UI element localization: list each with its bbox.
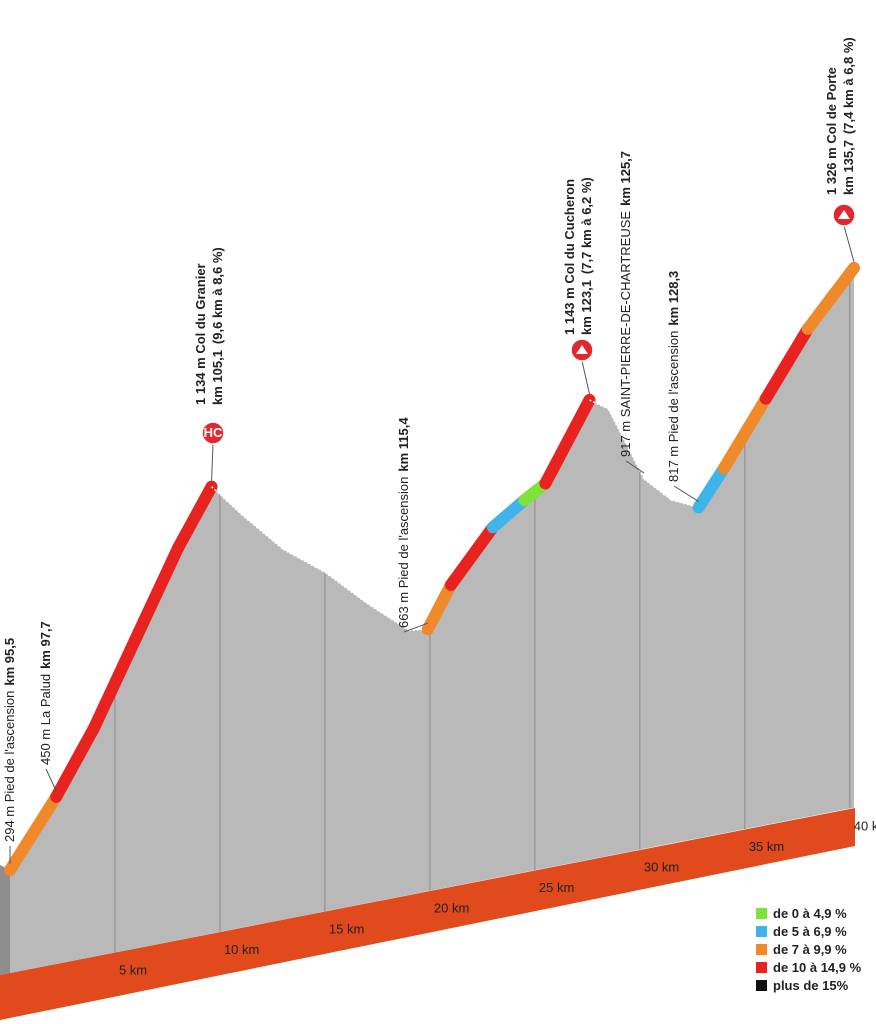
leader-line (625, 460, 645, 474)
left-face (0, 865, 10, 975)
descent-segment (408, 628, 428, 632)
gradient-segment (87, 632, 142, 735)
gradient-segment (4, 790, 63, 876)
annotation-text: km 123,1 (7,7 km à 6,2 %) (579, 177, 594, 335)
gradient-segment (444, 521, 499, 591)
annotation-text: 817 m Pied de l'ascension km 128,3 (666, 271, 681, 482)
x-tick-label: 35 km (749, 839, 784, 854)
gradient-segment (171, 480, 218, 555)
gradient-segment (801, 261, 860, 335)
descent-segment (211, 486, 242, 515)
annotation-text: km 105,1 (9,6 km à 8,6 %) (210, 247, 225, 405)
legend-label: de 7 à 9,9 % (773, 942, 847, 957)
annotation-km: km 125,7 (618, 151, 633, 206)
annotation-name: 1 326 m Col de Porte (824, 67, 839, 195)
gradient-segment (486, 494, 531, 534)
annotation-text: 1 143 m Col du Cucheron (562, 179, 577, 335)
legend-label: de 5 à 6,9 % (773, 924, 847, 939)
leader-line (673, 485, 699, 502)
descent-segment (607, 408, 645, 480)
badge-label: HC (204, 425, 223, 440)
annotation-text: 917 m SAINT-PIERRE-DE-CHARTREUSE km 125,7 (618, 151, 633, 457)
annotation-text: 294 m Pied de l'ascension km 95,5 (2, 638, 17, 842)
annotation-detail: (7,7 km à 6,2 %) (579, 177, 594, 274)
leader-line (843, 225, 855, 263)
annotation-name: 450 m La Palud (38, 674, 53, 765)
legend-swatch (756, 962, 767, 973)
mountain-icon (838, 210, 850, 219)
annotation-name: 1 134 m Col du Granier (193, 263, 208, 405)
mountain-icon (576, 345, 588, 354)
gradient-segment (539, 393, 596, 490)
leader-line (45, 768, 57, 792)
annotation-km: km 115,4 (396, 417, 411, 472)
profile-area (10, 267, 854, 974)
gradient-segment (759, 322, 814, 405)
legend-label: plus de 15% (773, 978, 849, 993)
gradient-segment (421, 578, 457, 636)
legend-swatch (756, 980, 767, 991)
x-tick-label: 15 km (329, 921, 364, 936)
descent-segment (589, 399, 609, 410)
annotation-name: 1 143 m Col du Cucheron (562, 179, 577, 335)
x-tick-label: 5 km (119, 962, 147, 977)
leader-line (211, 443, 214, 481)
x-tick-label: 10 km (224, 942, 259, 957)
legend-swatch (756, 944, 767, 955)
floor-band (0, 808, 855, 1020)
x-tick-label: 20 km (434, 901, 469, 916)
x-tick-label: 40 km (854, 818, 876, 833)
annotation-km: km 105,1 (210, 350, 225, 405)
annotation-name: 817 m Pied de l'ascension (666, 331, 681, 482)
annotation-km: km 97,7 (38, 621, 53, 669)
annotation-name: 663 m Pied de l'ascension (396, 477, 411, 628)
legend-swatch (756, 908, 767, 919)
leader-line (403, 622, 428, 633)
x-tick-label: 25 km (539, 880, 574, 895)
descent-segment (324, 571, 368, 605)
annotation-text: 663 m Pied de l'ascension km 115,4 (396, 417, 411, 628)
descent-segment (643, 478, 672, 501)
annotation-detail: (9,6 km à 8,6 %) (210, 247, 225, 344)
annotation-name: 917 m SAINT-PIERRE-DE-CHARTREUSE (618, 211, 633, 457)
legend-swatch (756, 926, 767, 937)
gradient-segment (129, 542, 184, 645)
gradient-segment (50, 722, 100, 803)
annotation-text: 1 326 m Col de Porte (824, 67, 839, 195)
annotation-text: km 135,7 (7,4 km à 6,8 %) (841, 37, 856, 195)
annotation-detail: (7,4 km à 6,8 %) (841, 37, 856, 134)
annotation-km: km 123,1 (579, 280, 594, 335)
legend-label: de 10 à 14,9 % (773, 960, 862, 975)
annotation-km: km 128,3 (666, 271, 681, 326)
gradient-segment (692, 462, 730, 514)
annotation-km: km 135,7 (841, 140, 856, 195)
gradient-segment (717, 392, 772, 475)
legend-label: de 0 à 4,9 % (773, 906, 847, 921)
annotation-name: 294 m Pied de l'ascension (2, 691, 17, 842)
leader-line (581, 360, 590, 395)
x-tick-label: 30 km (644, 860, 679, 875)
annotation-km: km 95,5 (2, 638, 17, 686)
annotation-text: 450 m La Palud km 97,7 (38, 621, 53, 765)
descent-segment (671, 499, 699, 509)
descent-segment (240, 513, 284, 550)
descent-segment (366, 602, 410, 632)
climb-badge (201, 421, 225, 445)
annotation-text: 1 134 m Col du Granier (193, 263, 208, 405)
